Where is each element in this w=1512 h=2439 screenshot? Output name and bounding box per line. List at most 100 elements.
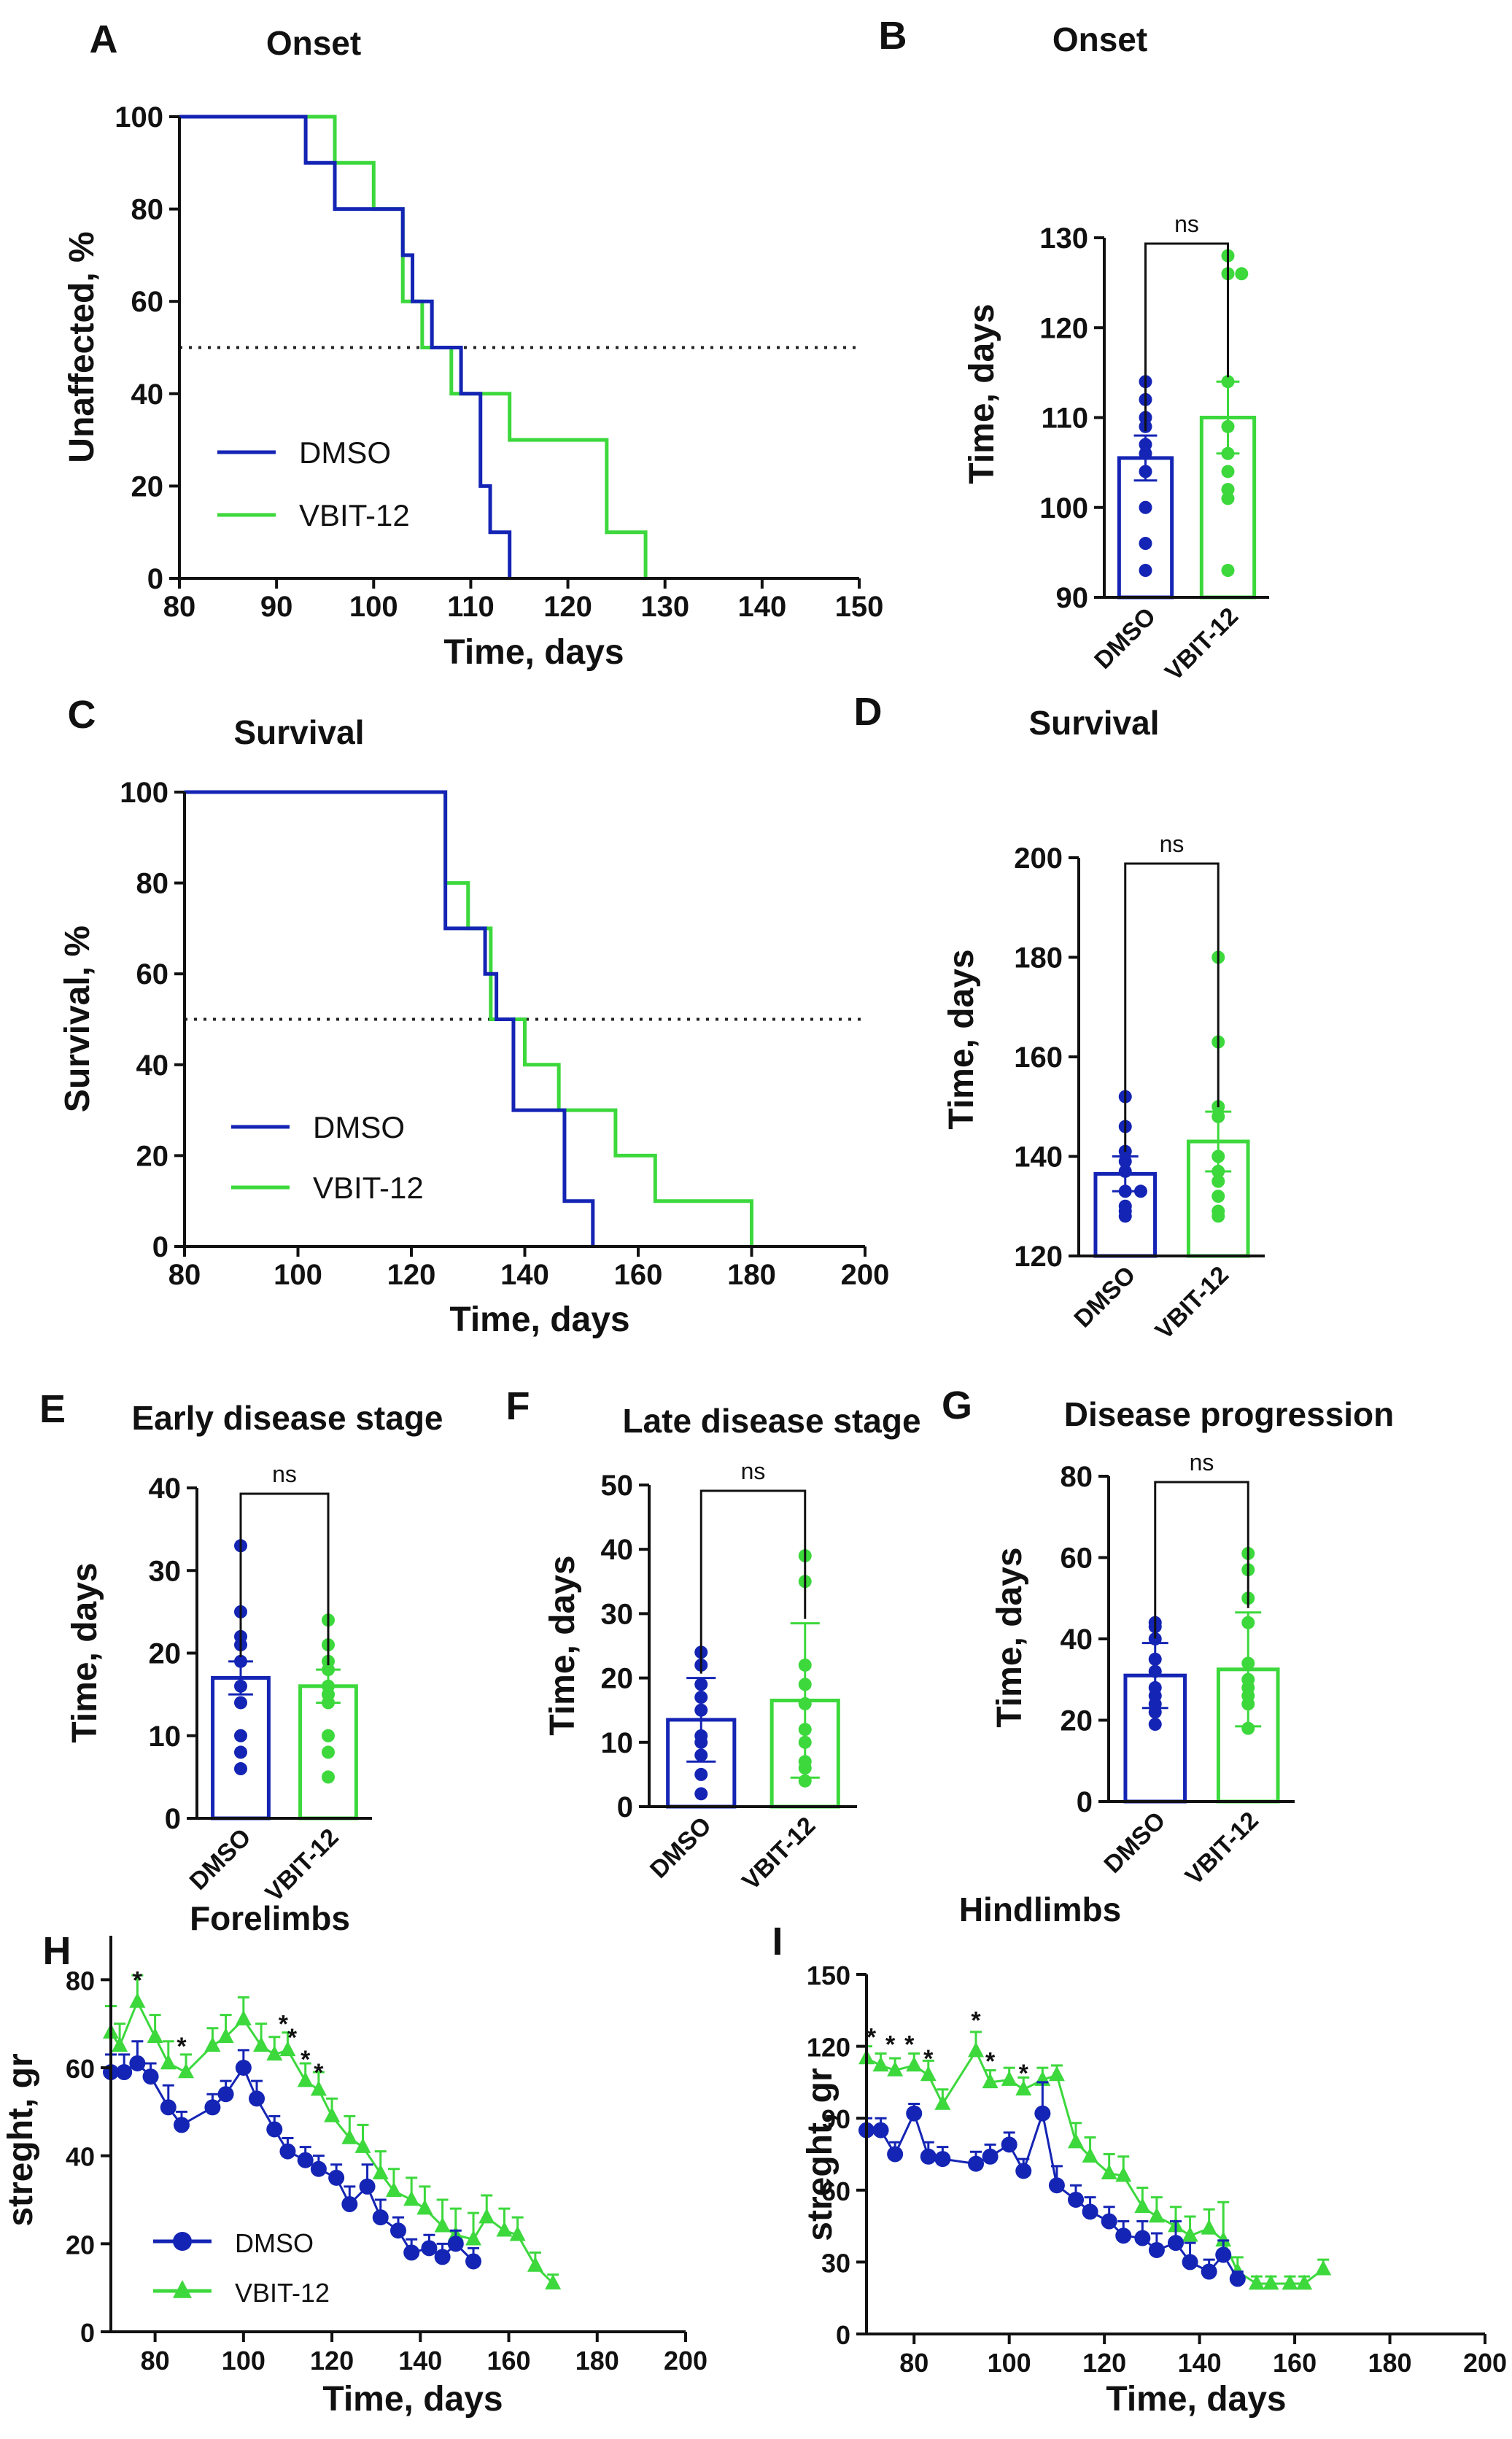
data-point: [1263, 2274, 1279, 2290]
data-point: [129, 2055, 146, 2071]
data-point: [1211, 1190, 1225, 1203]
data-point: [217, 2028, 234, 2044]
data-point: [694, 1787, 708, 1801]
significance-bracket: [699, 1489, 807, 1674]
x-tick-label: 180: [1368, 2348, 1411, 2378]
data-point: [310, 2160, 327, 2177]
significance-bracket: [239, 1492, 330, 1666]
legend-label-vbit-12: VBIT-12: [235, 2278, 330, 2308]
data-point: [694, 1748, 708, 1762]
significance-bracket: [1154, 1481, 1249, 1639]
chart-title-F: Late disease stage: [622, 1402, 920, 1440]
y-tick-label: 130: [1039, 222, 1088, 255]
data-point: [322, 1729, 335, 1742]
data-point: [112, 2036, 128, 2052]
x-axis-label-H: Time, days: [322, 2380, 503, 2419]
y-tick-label: 140: [1014, 1141, 1063, 1174]
chart-title-B: Onset: [1052, 20, 1147, 58]
data-point: [1101, 2164, 1117, 2180]
data-point: [1134, 2230, 1151, 2246]
data-point: [403, 2244, 420, 2261]
y-tick-label: 10: [601, 1727, 634, 1759]
x-tick-label: 200: [841, 1259, 890, 1291]
y-tick-label: 0: [165, 1803, 181, 1835]
data-point: [322, 1663, 335, 1677]
x-tick-label: 120: [543, 591, 592, 623]
data-point: [1068, 2191, 1085, 2208]
significance-star: *: [133, 1966, 143, 1994]
y-tick-label: 90: [821, 2104, 850, 2134]
data-point: [178, 2063, 195, 2079]
y-tick-label: 100: [120, 777, 168, 809]
panel-label-H: H: [43, 1929, 71, 1973]
chart-D: D Survival Time, days DMSO VBIT-12 ns 120 140 16…: [854, 690, 1265, 1345]
x-tick-label: 100: [988, 2348, 1031, 2378]
y-tick-label: 80: [66, 1966, 95, 1996]
series-line-vbit-12: [185, 790, 753, 1246]
y-tick-label: 180: [1014, 942, 1063, 974]
chart-C: C Survival Survival, % 0 20 40 60 80 100 80 100 120…: [58, 693, 889, 1339]
significance-star: *: [287, 2024, 298, 2052]
y-tick-label: 90: [1056, 582, 1089, 614]
y-tick-label: 10: [149, 1721, 182, 1753]
data-point: [1182, 2254, 1198, 2271]
y-axis-label-I: streght, gr: [801, 2068, 840, 2241]
y-tick-label: 50: [601, 1470, 634, 1502]
data-point: [372, 2164, 389, 2180]
x-tick-label: 140: [1178, 2348, 1222, 2378]
data-point: [798, 1774, 812, 1788]
data-point: [160, 2054, 177, 2070]
significance-star: *: [923, 2045, 934, 2073]
chart-title-C: Survival: [234, 713, 365, 751]
y-tick-label: 80: [136, 868, 169, 900]
y-tick-label: 120: [1039, 312, 1088, 344]
data-point: [1139, 438, 1152, 451]
y-tick-label: 200: [1014, 842, 1063, 875]
data-point: [1118, 1209, 1132, 1223]
data-point: [1101, 2213, 1117, 2230]
data-point: [1148, 1718, 1162, 1732]
data-point: [887, 2146, 904, 2163]
x-category-label: VBIT-12: [1160, 602, 1244, 686]
data-point: [421, 2240, 438, 2257]
significance-star: *: [279, 2011, 289, 2039]
data-point: [1282, 2274, 1298, 2290]
x-tick-label: 200: [1463, 2348, 1507, 2378]
x-tick-label: 80: [141, 2346, 170, 2376]
x-tick-label: 80: [899, 2348, 928, 2378]
data-point: [478, 2208, 495, 2224]
data-point: [434, 2217, 451, 2233]
data-point: [204, 2036, 221, 2052]
x-category-label: DMSO: [185, 1823, 257, 1896]
data-point: [1211, 1174, 1225, 1188]
panel-label-E: E: [39, 1387, 66, 1431]
y-tick-label: 160: [1014, 1042, 1063, 1074]
data-point: [1221, 483, 1235, 497]
significance-bracket: [1144, 242, 1229, 432]
y-axis-label-G: Time, days: [990, 1547, 1029, 1727]
data-point: [390, 2222, 406, 2239]
x-tick-label: 110: [447, 591, 495, 623]
y-tick-label: 30: [149, 1555, 182, 1587]
data-point: [160, 2099, 177, 2116]
significance-label: ns: [741, 1458, 766, 1484]
data-point: [1315, 2260, 1332, 2276]
data-point: [1241, 1656, 1255, 1670]
data-point: [1215, 2231, 1232, 2247]
chart-title-I: Hindlimbs: [959, 1891, 1121, 1928]
data-point: [129, 1992, 146, 2008]
data-point: [1001, 2136, 1017, 2153]
data-point: [1211, 1109, 1225, 1123]
data-point: [1221, 465, 1235, 478]
data-point: [1148, 1664, 1162, 1678]
data-point: [1211, 1149, 1225, 1163]
y-tick-label: 80: [1061, 1461, 1093, 1493]
data-point: [887, 2060, 904, 2077]
data-point: [1139, 564, 1152, 578]
data-point: [116, 2064, 133, 2081]
data-point: [173, 2117, 190, 2133]
data-point: [372, 2209, 389, 2226]
chart-title-D: Survival: [1029, 704, 1160, 742]
y-tick-label: 120: [807, 2033, 850, 2063]
